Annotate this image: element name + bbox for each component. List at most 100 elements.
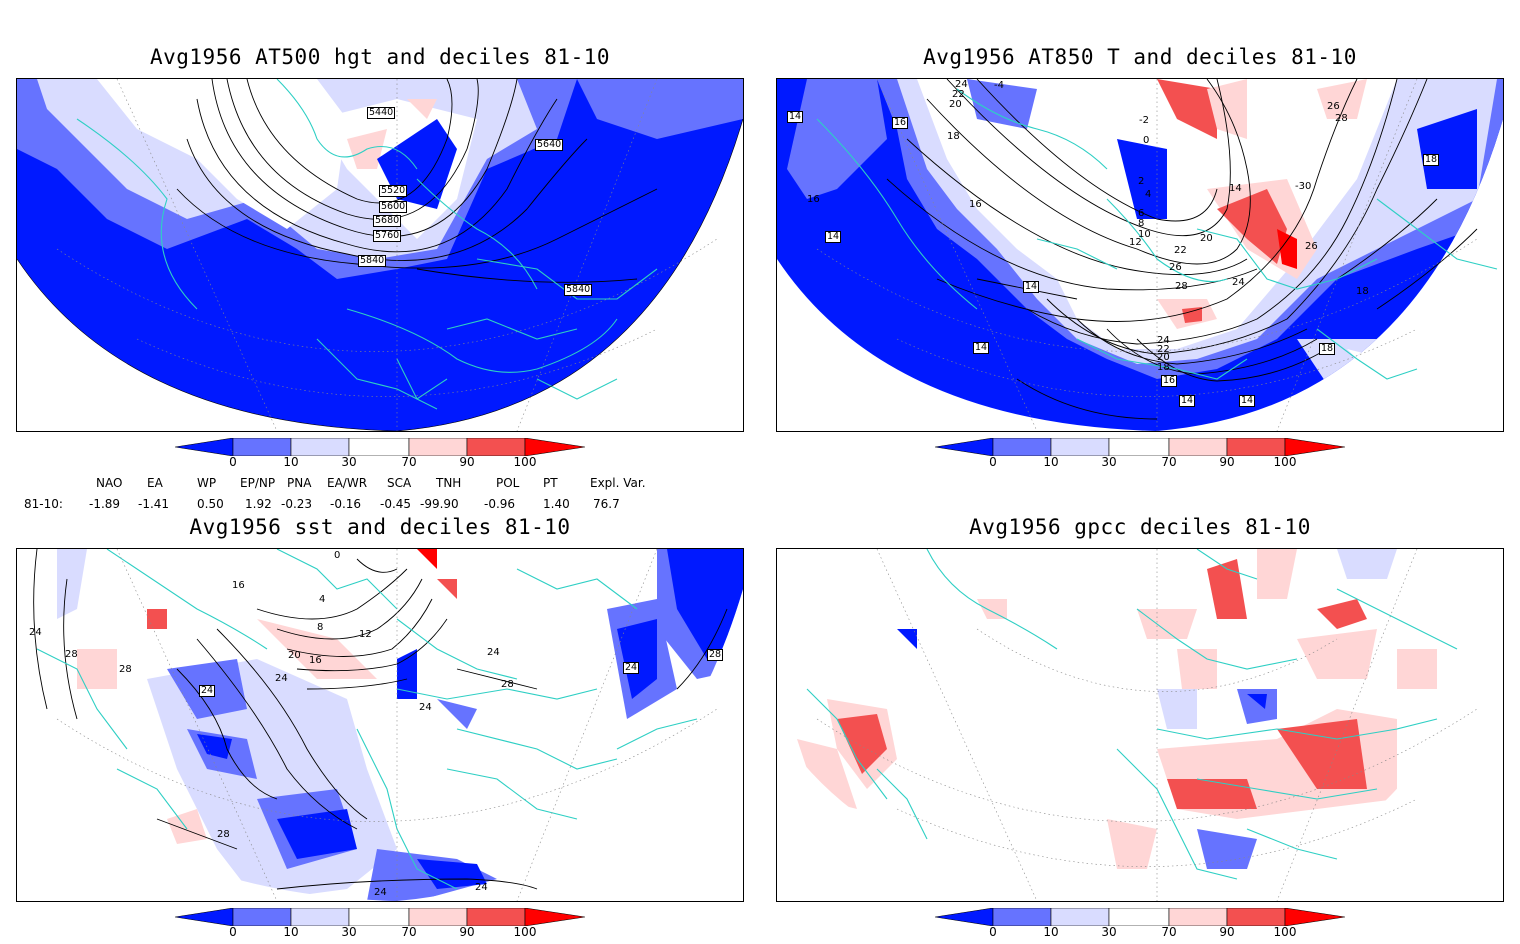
- contour-label: 20: [288, 650, 301, 661]
- panel-title-gpcc: Avg1956 gpcc deciles 81-10: [969, 515, 1311, 539]
- contour-label: 8: [317, 622, 324, 633]
- contour-label: 5520: [379, 185, 408, 197]
- index-value: 1.40: [543, 497, 570, 511]
- contour-label: 0: [334, 550, 341, 561]
- contour-label: 18: [947, 131, 960, 142]
- colorbar-label: 70: [1161, 925, 1177, 939]
- map-sst: 0 16 4 8 12 20 16 24 28 28 24 24 28 24 2…: [16, 548, 744, 902]
- colorbar-label: 90: [459, 455, 475, 469]
- contour-label: 24: [623, 662, 640, 674]
- contour-label: 24: [475, 882, 488, 893]
- index-header: EA: [147, 476, 163, 490]
- index-header: TNH: [436, 476, 462, 490]
- contour-label: 28: [1175, 281, 1188, 292]
- index-header: WP: [197, 476, 217, 490]
- contour-label: 24: [955, 79, 968, 90]
- index-value: -0.23: [281, 497, 313, 511]
- contour-label: 10: [1138, 229, 1151, 240]
- contour-label: 4: [1145, 189, 1152, 200]
- contour-label: 24: [29, 627, 42, 638]
- index-header: PT: [543, 476, 558, 490]
- index-header: SCA: [387, 476, 412, 490]
- contour-label: 24: [419, 702, 432, 713]
- map-at850: -4 24 22 20 18 -2 0 2 4 6 8 10 12 26 28 …: [776, 78, 1504, 432]
- colorbar-label: 0: [229, 925, 237, 939]
- index-header: PNA: [287, 476, 312, 490]
- contour-label: 24: [275, 673, 288, 684]
- contour-label: 28: [1335, 113, 1348, 124]
- contour-label: 14: [1239, 395, 1256, 407]
- colorbar-label: 70: [1161, 455, 1177, 469]
- contour-label: 28: [65, 649, 78, 660]
- contour-label: 22: [1157, 344, 1170, 355]
- index-value: -0.16: [330, 497, 362, 511]
- colorbar-label: 30: [1101, 455, 1117, 469]
- colorbar-label: 70: [401, 925, 417, 939]
- colorbar-bottom-right: 0 10 30 70 90 100: [934, 907, 1346, 944]
- contour-label: 22: [1174, 245, 1187, 256]
- index-value: -0.45: [380, 497, 412, 511]
- contour-label: -2: [1139, 115, 1149, 126]
- colorbar-label: 90: [1219, 455, 1235, 469]
- contour-label: 18: [1157, 362, 1170, 373]
- contour-label: 5600: [379, 201, 408, 213]
- index-value: -1.41: [138, 497, 170, 511]
- index-value: 1.92: [245, 497, 272, 511]
- index-header: EP/NP: [240, 476, 276, 490]
- contour-label: 16: [807, 194, 820, 205]
- contour-label: 26: [1327, 101, 1340, 112]
- colorbar-label: 70: [401, 455, 417, 469]
- colorbar-top-right: 0 10 30 70 90 100: [934, 437, 1346, 474]
- colorbar-label: 10: [1043, 455, 1059, 469]
- colorbar-label: 0: [229, 455, 237, 469]
- map-at500: 5440 5640 5520 5600 5680 5760 5840 5840: [16, 78, 744, 432]
- colorbar-label: 100: [1273, 455, 1297, 469]
- contour-label: 12: [359, 629, 372, 640]
- contour-label: 16: [309, 655, 322, 666]
- index-header: Expl. Var.: [590, 476, 646, 490]
- index-value: -0.96: [484, 497, 516, 511]
- contour-label: 24: [1157, 335, 1170, 346]
- panel-title-at850: Avg1956 AT850 T and deciles 81-10: [923, 45, 1357, 69]
- panel-title-sst: Avg1956 sst and deciles 81-10: [189, 515, 571, 539]
- colorbar-label: 30: [341, 925, 357, 939]
- colorbar-label: 90: [459, 925, 475, 939]
- contour-label: 18: [1423, 154, 1440, 166]
- contour-label: -4: [994, 80, 1004, 91]
- index-header: EA/WR: [327, 476, 368, 490]
- colorbar-label: 100: [513, 455, 537, 469]
- contour-label: 4: [319, 594, 326, 605]
- teleconnection-index-table: NAO EA WP EP/NP PNA EA/WR SCA TNH POL PT…: [0, 474, 700, 514]
- map-gpcc: [776, 548, 1504, 902]
- index-value: 0.50: [197, 497, 224, 511]
- contour-label: 14: [825, 231, 842, 243]
- contour-label: 14: [1229, 183, 1242, 194]
- contour-label: 8: [1138, 218, 1145, 229]
- contour-label: 28: [707, 649, 724, 661]
- contour-label: 16: [1161, 375, 1178, 387]
- contour-label: 26: [1305, 241, 1318, 252]
- colorbar-label: 30: [341, 455, 357, 469]
- contour-label: 14: [973, 342, 990, 354]
- index-value: -1.89: [89, 497, 121, 511]
- contour-label: 0: [1143, 135, 1150, 146]
- colorbar-label: 0: [989, 925, 997, 939]
- colorbar-label: 10: [283, 925, 299, 939]
- contour-label: 20: [949, 99, 962, 110]
- contour-label: 16: [969, 199, 982, 210]
- index-header: NAO: [96, 476, 123, 490]
- contour-label: 28: [119, 664, 132, 675]
- contour-label: 6: [1138, 208, 1145, 219]
- contour-label: 28: [217, 829, 230, 840]
- contour-label: -30: [1295, 181, 1312, 192]
- colorbar-label: 100: [1273, 925, 1297, 939]
- contour-label: 5640: [535, 139, 564, 151]
- colorbar-top-left: 0 10 30 70 90 100: [174, 437, 586, 474]
- contour-label: 5840: [358, 255, 387, 267]
- contour-label: 5680: [373, 215, 402, 227]
- colorbar-bottom-left: 0 10 30 70 90 100: [174, 907, 586, 944]
- index-value: -99.90: [420, 497, 459, 511]
- contour-label: 14: [1179, 395, 1196, 407]
- index-value: 76.7: [593, 497, 620, 511]
- contour-label: 26: [1169, 262, 1182, 273]
